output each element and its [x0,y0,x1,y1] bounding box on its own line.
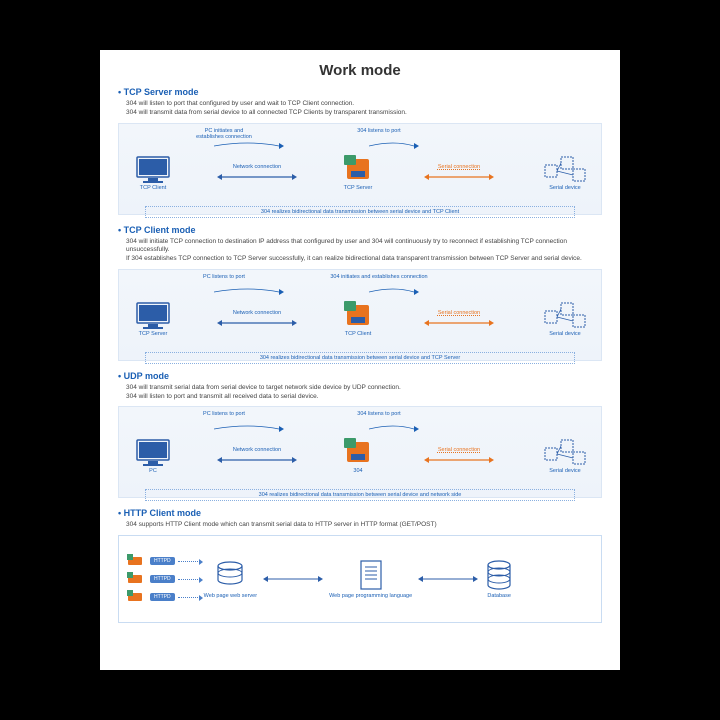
document-icon [358,559,384,593]
double-arrow-icon [217,172,297,182]
section-desc: 304 will initiate TCP connection to dest… [126,238,602,264]
database-icon [484,559,514,593]
double-arrow-icon [424,318,494,328]
diagram-footer: 304 realizes bidirectional data transmis… [145,352,575,364]
serial-devices-icon [543,438,587,468]
device-icon [127,554,147,568]
device-icon [127,572,147,586]
monitor-icon [133,301,173,331]
dashed-arrow-icon [178,579,200,580]
curve-arrow-icon [214,142,284,150]
section-desc: 304 supports HTTP Client mode which can … [126,521,602,530]
device-304-node: TCP Client [341,301,375,337]
flow-diagram: PC listens to port 304 listens to port P… [118,406,602,498]
server-icon [213,559,247,593]
curve-arrow-icon [369,288,419,296]
serial-device-node: Serial device [543,155,587,191]
network-arrow: Network connection [173,164,341,182]
serial-devices-icon [543,301,587,331]
double-arrow-icon [263,573,323,585]
device-icon [341,301,375,331]
curve-arrow-icon [369,142,419,150]
dashed-arrow-icon [178,597,200,598]
device-icon [341,438,375,468]
node-label: Serial device [549,468,581,474]
node-label: 304 [353,468,362,474]
serial-arrow: Serial connection [375,310,543,328]
serial-device-node: Serial device [543,301,587,337]
serial-arrow: Serial connection [375,447,543,465]
node-label: TCP Server [344,185,373,191]
device-icon [341,155,375,185]
page-container: Work mode TCP Server mode 304 will liste… [100,50,620,670]
mode-section: UDP mode 304 will transmit serial data f… [118,371,602,499]
pc-node: TCP Client [133,155,173,191]
double-arrow-icon [217,455,297,465]
page-title: Work mode [118,62,602,79]
top-note-left: PC listens to port [179,274,269,280]
flow-diagram: PC listens to port 304 initiates and est… [118,269,602,361]
serial-devices-icon [543,155,587,185]
section-desc: 304 will listen to port that configured … [126,100,602,118]
pc-node: TCP Server [133,301,173,337]
curve-arrow-icon [214,288,284,296]
section-http: HTTP Client mode 304 supports HTTP Clien… [118,508,602,623]
monitor-icon [133,155,173,185]
http-diagram: HTTPD HTTPD HTTPD [118,535,602,623]
double-arrow-icon [424,172,494,182]
node-label: PC [149,468,157,474]
double-arrow-icon [424,455,494,465]
serial-arrow: Serial connection [375,164,543,182]
device-icon [127,590,147,604]
top-note-right: 304 initiates and establishes connection [319,274,439,280]
top-note-left: PC listens to port [179,411,269,417]
top-note-right: 304 listens to port [319,411,439,417]
httpd-label: HTTPD [150,557,175,565]
serial-device-node: Serial device [543,438,587,474]
flow-diagram: PC initiates andestablishes connection 3… [118,123,602,215]
section-title: UDP mode [118,371,602,381]
double-arrow-icon [418,573,478,585]
node-label: Serial device [549,331,581,337]
diagram-footer: 304 realizes bidirectional data transmis… [145,206,575,218]
network-arrow: Network connection [173,310,341,328]
section-title: TCP Client mode [118,225,602,235]
node-label: Serial device [549,185,581,191]
mode-section: TCP Client mode 304 will initiate TCP co… [118,225,602,361]
node-label: Database [487,593,511,599]
double-arrow-icon [217,318,297,328]
node-label: TCP Server [139,331,168,337]
node-label: TCP Client [345,331,372,337]
diagram-footer: 304 realizes bidirectional data transmis… [145,489,575,501]
device-304-node: 304 [341,438,375,474]
monitor-icon [133,438,173,468]
web-server-node: Web page web server [204,559,257,599]
http-device-stack: HTTPD HTTPD HTTPD [127,554,200,604]
database-node: Database [484,559,514,599]
mode-section: TCP Server mode 304 will listen to port … [118,87,602,215]
top-note-left: PC initiates andestablishes connection [179,128,269,140]
node-label: Web page programming language [329,593,412,599]
curve-arrow-icon [214,425,284,433]
pc-node: PC [133,438,173,474]
network-arrow: Network connection [173,447,341,465]
section-title: HTTP Client mode [118,508,602,518]
dashed-arrow-icon [178,561,200,562]
programming-node: Web page programming language [329,559,412,599]
node-label: TCP Client [140,185,167,191]
httpd-label: HTTPD [150,593,175,601]
httpd-label: HTTPD [150,575,175,583]
device-304-node: TCP Server [341,155,375,191]
section-title: TCP Server mode [118,87,602,97]
section-desc: 304 will transmit serial data from seria… [126,384,602,402]
node-label: Web page web server [204,593,257,599]
top-note-right: 304 listens to port [319,128,439,134]
curve-arrow-icon [369,425,419,433]
